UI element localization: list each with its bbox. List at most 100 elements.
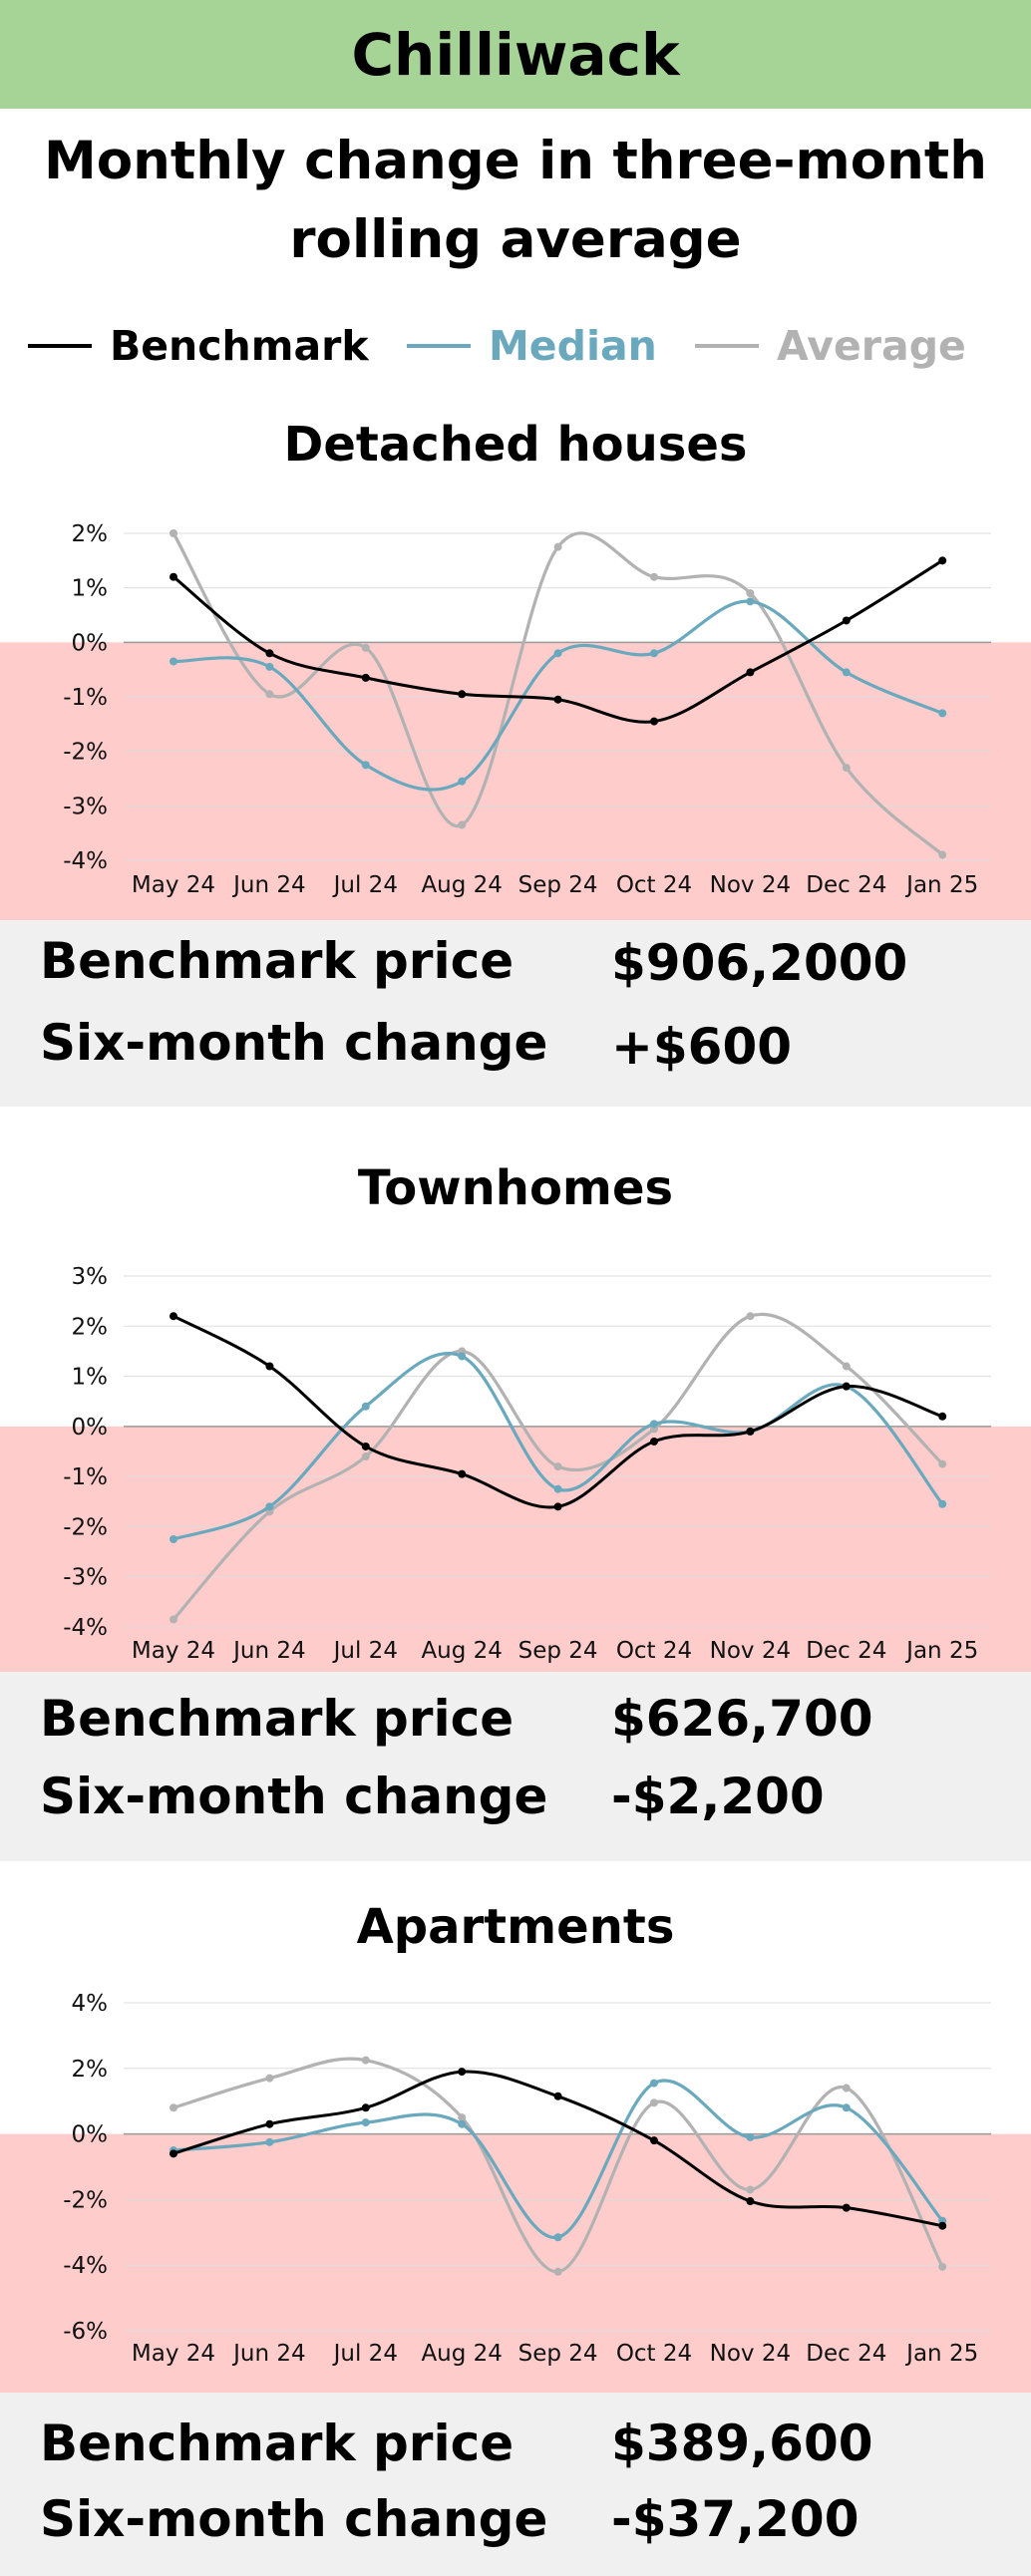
data-point-median [746, 597, 755, 606]
data-point-benchmark [746, 2197, 755, 2206]
data-point-average [842, 1362, 851, 1371]
six-month-change-value: -$37,200 [611, 2490, 859, 2548]
section-title-detached: Detached houses [283, 417, 748, 473]
x-tick-label: Sep 24 [518, 872, 598, 898]
y-tick-label: -4% [63, 848, 108, 874]
legend-item-average: Average [695, 313, 966, 379]
data-point-median [553, 649, 562, 658]
data-point-median [458, 777, 467, 786]
six-month-change-label: Six-month change [40, 1768, 548, 1825]
x-tick-label: Sep 24 [518, 2341, 598, 2367]
six-month-change-label: Six-month change [40, 1014, 548, 1072]
six-month-change-label: Six-month change [40, 2490, 548, 2548]
data-point-average [361, 2056, 370, 2065]
y-tick-label: -2% [63, 740, 108, 766]
series-line-average [172, 2057, 944, 2274]
y-tick-label: 2% [72, 521, 109, 547]
x-tick-label: Jul 24 [332, 1638, 398, 1664]
data-point-benchmark [458, 2068, 467, 2077]
chart-detached-houses: 2% 1% 0% -1% -2% -3% -4% May 24 Jun 24 Jul 24 Aug … [0, 521, 1031, 920]
data-point-average [361, 643, 370, 652]
data-point-benchmark [842, 2203, 851, 2212]
benchmark-price-value: $626,700 [611, 1690, 873, 1748]
data-point-average [938, 850, 947, 859]
six-month-change-value: +$600 [611, 1018, 793, 1076]
data-point-average [650, 572, 658, 581]
x-tick-label: Jan 25 [904, 2341, 978, 2367]
data-point-median [458, 1352, 467, 1361]
data-point-average [265, 690, 274, 699]
legend-swatch-median [407, 344, 471, 348]
data-point-benchmark [170, 2149, 177, 2158]
x-tick-label: Jun 24 [231, 872, 306, 898]
six-month-change-value: -$2,200 [611, 1768, 825, 1825]
data-point-average [170, 2103, 177, 2112]
x-tick-label: Sep 24 [518, 1638, 598, 1664]
section-title-apartments: Apartments [356, 1899, 675, 1955]
data-point-benchmark [170, 1312, 177, 1321]
series-line-median [172, 2079, 944, 2239]
data-point-benchmark [553, 695, 562, 704]
section-title-townhomes: Townhomes [357, 1160, 674, 1216]
y-tick-label: -3% [63, 794, 108, 819]
legend-item-median: Median [407, 313, 657, 379]
x-tick-label: Dec 24 [806, 1638, 886, 1664]
data-point-average [553, 1462, 562, 1471]
y-tick-label: -2% [63, 2187, 108, 2213]
data-point-benchmark [361, 2103, 370, 2112]
chart-apartments: 4% 2% 0% -2% -4% -6% May 24 Jun 24 Jul 24 Aug 24 S… [0, 1991, 1031, 2393]
data-point-benchmark [361, 1442, 370, 1450]
benchmark-price-label: Benchmark price [40, 932, 515, 990]
data-point-benchmark [170, 572, 177, 581]
data-point-median [746, 2132, 755, 2141]
data-point-median [842, 668, 851, 677]
page-title: Chilliwack [351, 20, 680, 89]
data-point-average [650, 2098, 658, 2107]
legend-swatch-benchmark [28, 344, 92, 348]
chart-townhomes: 3% 2% 1% 0% -1% -2% -3% -4% May 24 Jun 24 Jul 24 Au… [0, 1264, 1031, 1672]
data-point-benchmark [650, 2136, 658, 2145]
data-point-average [361, 1452, 370, 1461]
x-tick-label: Aug 24 [421, 2341, 503, 2367]
x-tick-label: Oct 24 [616, 2341, 692, 2367]
data-point-average [265, 2074, 274, 2083]
legend-label-average: Average [777, 322, 966, 370]
legend: Benchmark Median Average [0, 313, 1031, 379]
stats-townhomes: Benchmark price $626,700 Six-month chang… [0, 1672, 1031, 1861]
data-point-median [458, 2119, 467, 2128]
data-point-average [458, 2113, 467, 2122]
subtitle-line-1: Monthly change in three-month [44, 131, 987, 191]
data-point-benchmark [458, 1469, 467, 1478]
data-point-benchmark [746, 1427, 755, 1436]
benchmark-price-value: $389,600 [611, 2415, 873, 2472]
data-point-benchmark [553, 2092, 562, 2100]
data-point-average [458, 820, 467, 829]
data-point-average [938, 2262, 947, 2271]
y-tick-label: 1% [72, 1365, 109, 1391]
x-tick-label: Jul 24 [332, 2341, 398, 2367]
data-point-median [650, 649, 658, 658]
data-point-benchmark [842, 616, 851, 625]
data-point-average [553, 2267, 562, 2276]
benchmark-price-label: Benchmark price [40, 1690, 515, 1748]
x-tick-label: Aug 24 [421, 1638, 503, 1664]
x-tick-label: Oct 24 [616, 872, 692, 898]
data-point-benchmark [746, 668, 755, 677]
data-point-average [746, 589, 755, 598]
x-tick-label: Jul 24 [332, 872, 398, 898]
data-point-median [361, 2118, 370, 2127]
x-tick-label: Jan 25 [904, 872, 978, 898]
x-tick-label: Nov 24 [710, 2341, 791, 2367]
data-point-median [553, 2233, 562, 2242]
data-point-median [265, 1502, 274, 1511]
x-tick-label: Nov 24 [710, 1638, 791, 1664]
legend-label-benchmark: Benchmark [110, 322, 369, 370]
negative-zone [0, 2133, 1031, 2393]
data-point-benchmark [265, 649, 274, 658]
data-point-benchmark [553, 1502, 562, 1511]
data-point-median [842, 2103, 851, 2112]
x-tick-label: Oct 24 [616, 1638, 692, 1664]
data-point-average [170, 1615, 177, 1624]
x-tick-label: Jun 24 [231, 2341, 306, 2367]
data-point-benchmark [938, 556, 947, 565]
